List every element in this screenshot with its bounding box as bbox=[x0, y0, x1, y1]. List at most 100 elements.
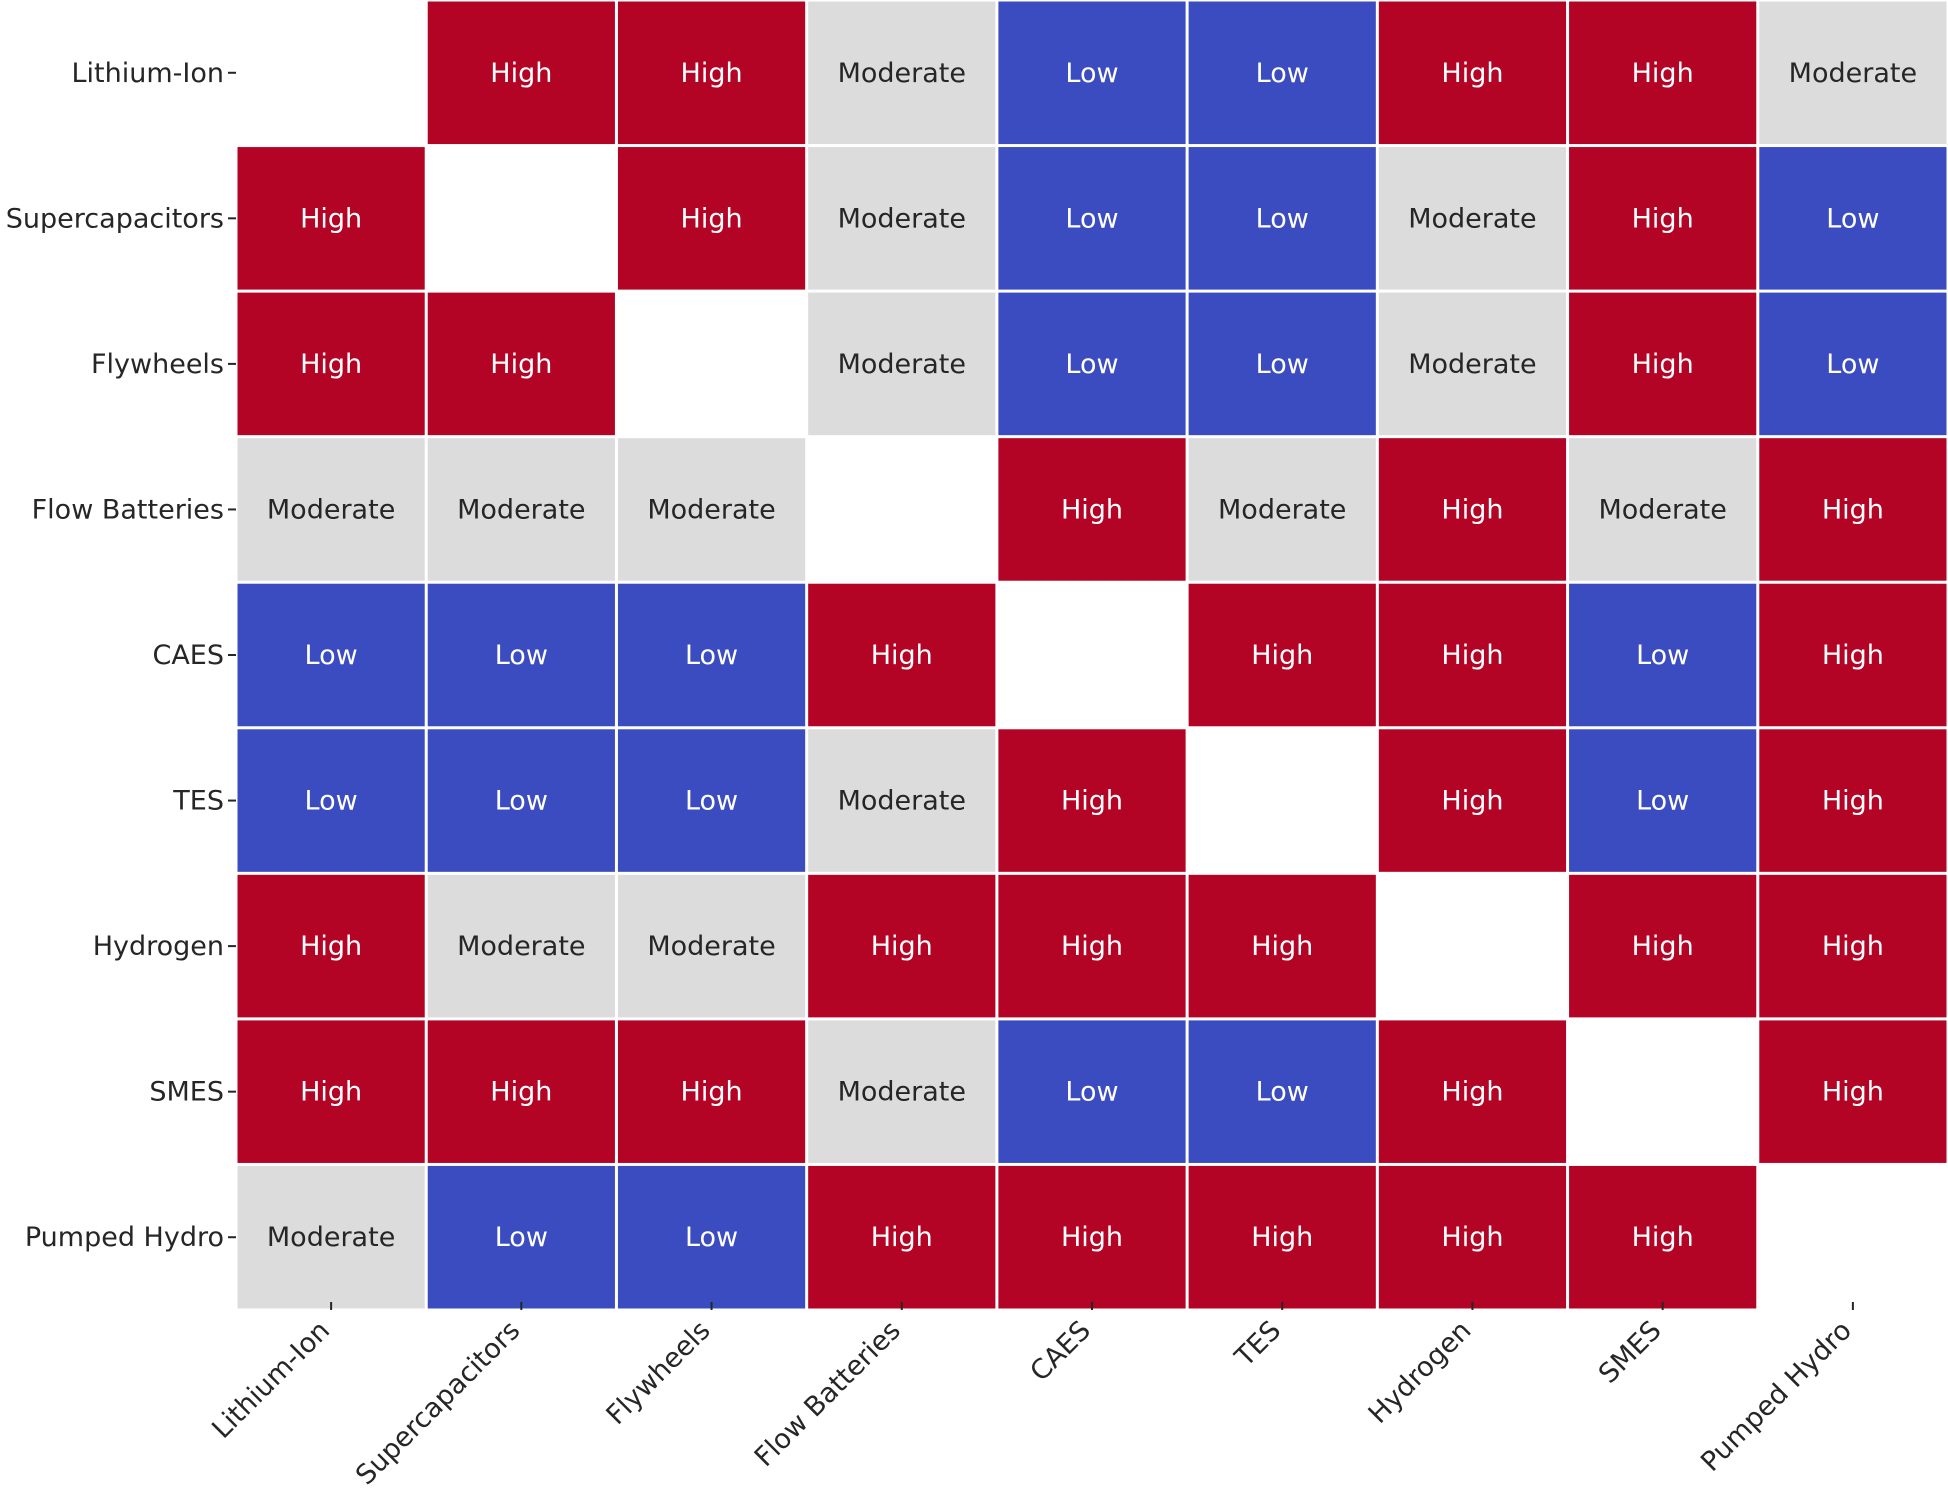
cell-label: High bbox=[1822, 640, 1884, 671]
y-tick-label: TES bbox=[172, 786, 224, 817]
heatmap-cell bbox=[427, 729, 615, 872]
cell-label: Low bbox=[1065, 1077, 1118, 1108]
cell-label: Low bbox=[1826, 349, 1879, 380]
cell-label: High bbox=[300, 1077, 362, 1108]
heatmap-cell bbox=[1378, 438, 1567, 581]
cell-label: High bbox=[681, 58, 743, 89]
heatmap-cell bbox=[427, 1, 615, 145]
cell-label: High bbox=[1632, 931, 1694, 962]
heatmap-cell bbox=[617, 583, 806, 727]
cell-label: Low bbox=[305, 640, 358, 671]
x-tick-label: Supercapacitors bbox=[350, 1315, 526, 1491]
heatmap-cell bbox=[1378, 1020, 1567, 1163]
cell-label: Moderate bbox=[647, 494, 775, 525]
cell-label: High bbox=[1441, 1077, 1503, 1108]
cell-label: High bbox=[1061, 1222, 1123, 1253]
y-tick-label: CAES bbox=[152, 640, 224, 671]
cell-label: Moderate bbox=[1789, 58, 1917, 89]
heatmap-cell bbox=[1569, 729, 1757, 872]
heatmap-cell bbox=[1378, 1, 1567, 145]
cell-label: High bbox=[490, 58, 552, 89]
heatmap-cell bbox=[998, 292, 1186, 436]
cell-label: High bbox=[1441, 640, 1503, 671]
cell-label: High bbox=[1251, 1222, 1313, 1253]
cell-label: Low bbox=[1256, 58, 1309, 89]
heatmap-cell bbox=[237, 583, 425, 727]
heatmap-cell bbox=[1188, 1, 1376, 145]
cell-label: Low bbox=[1256, 203, 1309, 234]
cell-label: High bbox=[490, 349, 552, 380]
heatmap-cell bbox=[1569, 1165, 1757, 1309]
heatmap-cell bbox=[617, 1165, 806, 1309]
heatmap-cell bbox=[1378, 1165, 1567, 1309]
cell-label: Moderate bbox=[838, 786, 966, 817]
cell-label: High bbox=[1632, 349, 1694, 380]
heatmap-cell bbox=[808, 729, 996, 872]
cell-label: High bbox=[1441, 494, 1503, 525]
heatmap-cell bbox=[1188, 438, 1376, 581]
cell-label: Low bbox=[685, 640, 738, 671]
x-tick-label: SMES bbox=[1593, 1315, 1668, 1390]
cell-label: Low bbox=[1065, 203, 1118, 234]
heatmap-cell bbox=[1188, 1165, 1376, 1309]
heatmap-cell bbox=[427, 583, 615, 727]
cell-label: Moderate bbox=[267, 1222, 395, 1253]
heatmap-cell bbox=[998, 1020, 1186, 1163]
y-tick-label: Lithium-Ion bbox=[72, 58, 225, 89]
heatmap-cell bbox=[1759, 1020, 1947, 1163]
heatmap-cell bbox=[1759, 729, 1947, 872]
heatmap-cell bbox=[617, 729, 806, 872]
x-tick-label: CAES bbox=[1024, 1315, 1097, 1388]
cell-label: Low bbox=[1065, 58, 1118, 89]
x-tick-label: TES bbox=[1229, 1315, 1287, 1373]
x-tick-label: Pumped Hydro bbox=[1695, 1315, 1858, 1478]
heatmap-cell bbox=[1759, 583, 1947, 727]
cell-label: High bbox=[1632, 1222, 1694, 1253]
heatmap-cell bbox=[617, 1, 806, 145]
heatmap-cell bbox=[1188, 147, 1376, 290]
heatmap-cell bbox=[1188, 1020, 1376, 1163]
heatmap-cell bbox=[1378, 583, 1567, 727]
y-tick-label: Flywheels bbox=[91, 349, 224, 380]
cell-label: Moderate bbox=[838, 349, 966, 380]
heatmap-cell bbox=[1378, 729, 1567, 872]
cell-label: High bbox=[1822, 786, 1884, 817]
cell-label: Low bbox=[1256, 1077, 1309, 1108]
y-tick-label: Flow Batteries bbox=[32, 494, 224, 525]
heatmap-cell bbox=[427, 874, 615, 1018]
heatmap-cell bbox=[427, 1020, 615, 1163]
heatmap-cell bbox=[998, 729, 1186, 872]
heatmap-cell bbox=[237, 1020, 425, 1163]
cell-label: Moderate bbox=[1218, 494, 1346, 525]
cell-label: High bbox=[1061, 494, 1123, 525]
heatmap-cell bbox=[808, 1020, 996, 1163]
heatmap-cell bbox=[237, 438, 425, 581]
cell-label: Low bbox=[1636, 640, 1689, 671]
cell-label: High bbox=[871, 931, 933, 962]
cell-label: Moderate bbox=[838, 203, 966, 234]
cell-label: Low bbox=[685, 1222, 738, 1253]
cell-label: High bbox=[300, 349, 362, 380]
cell-label: Low bbox=[1826, 203, 1879, 234]
heatmap-cell bbox=[1188, 874, 1376, 1018]
heatmap-cell bbox=[998, 1165, 1186, 1309]
cell-label: High bbox=[1441, 786, 1503, 817]
heatmap-cell bbox=[1759, 438, 1947, 581]
heatmap-cell bbox=[237, 874, 425, 1018]
cell-label: High bbox=[1251, 931, 1313, 962]
heatmap-cell bbox=[1759, 147, 1947, 290]
cell-label: High bbox=[1061, 786, 1123, 817]
heatmap-cell bbox=[617, 874, 806, 1018]
cell-label: High bbox=[871, 640, 933, 671]
cell-label: Low bbox=[1636, 786, 1689, 817]
heatmap-cell bbox=[1378, 292, 1567, 436]
cell-label: High bbox=[681, 1077, 743, 1108]
cell-label: Low bbox=[1065, 349, 1118, 380]
cell-label: Low bbox=[495, 640, 548, 671]
cell-label: High bbox=[490, 1077, 552, 1108]
cell-label: High bbox=[871, 1222, 933, 1253]
heatmap-cell bbox=[427, 292, 615, 436]
cell-label: Low bbox=[685, 786, 738, 817]
heatmap-cell bbox=[808, 1, 996, 145]
cell-label: Low bbox=[495, 786, 548, 817]
